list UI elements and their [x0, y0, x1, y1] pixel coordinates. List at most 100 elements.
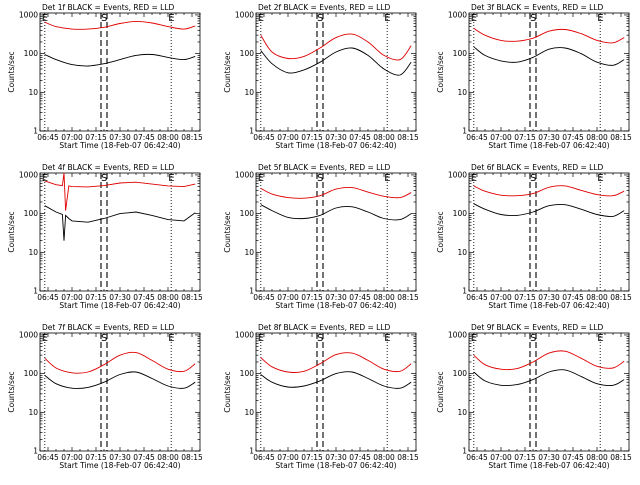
marker-label: E: [384, 13, 390, 24]
y-tick-label: 1000: [19, 170, 38, 179]
panel-det-8f: Det 8f BLACK = Events, RED = LLD 1 10 100 10…: [223, 323, 419, 470]
panel-title: Det 2f BLACK = Events, RED = LLD: [258, 3, 391, 12]
panel-det-1f: Det 1f BLACK = Events, RED = LLD 1 10 100 10…: [7, 3, 203, 150]
x-tick-label: 08:15: [181, 453, 203, 462]
plot-frame: [39, 12, 201, 132]
x-tick-label: 07:15: [85, 293, 107, 302]
series-line-events: [260, 204, 412, 221]
y-tick-label: 10: [28, 248, 38, 257]
x-tick-label: 08:15: [397, 453, 419, 462]
marker-label: E: [258, 333, 264, 344]
panel-title: Det 9f BLACK = Events, RED = LLD: [471, 323, 604, 332]
plot-frame: [468, 332, 630, 452]
series-line-lld: [260, 352, 412, 373]
y-tick-label: 1000: [235, 170, 254, 179]
y-tick-label: 1000: [448, 170, 467, 179]
x-tick-label: 08:00: [157, 293, 179, 302]
x-axis-label: Start Time (18-Feb-07 06:42:40): [488, 141, 609, 150]
series-line-lld: [260, 186, 412, 199]
marker-label: S: [101, 333, 107, 344]
series-line-lld: [260, 33, 412, 61]
y-tick-label: 100: [453, 369, 468, 378]
y-tick-label: 1: [33, 447, 38, 456]
x-tick-label: 07:45: [562, 133, 584, 142]
x-tick-label: 07:00: [277, 453, 299, 462]
x-tick-label: 07:45: [349, 133, 371, 142]
y-tick-label: 1000: [19, 330, 38, 339]
y-tick-label: 1000: [19, 10, 38, 19]
x-tick-label: 07:00: [277, 133, 299, 142]
x-axis-label: Start Time (18-Feb-07 06:42:40): [488, 461, 609, 470]
x-tick-label: 08:00: [157, 133, 179, 142]
panel-det-6f: Det 6f BLACK = Events, RED = LLD 1 10 100 10…: [436, 163, 632, 310]
x-tick-label: 07:30: [109, 453, 131, 462]
x-tick-label: 08:15: [181, 293, 203, 302]
marker-label: E: [384, 173, 390, 184]
plot-frame: [39, 332, 201, 452]
x-tick-label: 07:30: [325, 453, 347, 462]
x-tick-label: 06:45: [466, 293, 488, 302]
marker-label: E: [168, 173, 174, 184]
marker-label: S: [317, 173, 323, 184]
y-tick-label: 100: [24, 49, 39, 58]
panel-title: Det 8f BLACK = Events, RED = LLD: [258, 323, 391, 332]
marker-label: S: [317, 333, 323, 344]
y-tick-label: 100: [24, 209, 39, 218]
marker-label: E: [42, 173, 48, 184]
panel-title: Det 1f BLACK = Events, RED = LLD: [42, 3, 175, 12]
series-line-events: [473, 46, 625, 66]
y-tick-label: 10: [457, 408, 467, 417]
marker-label: E: [384, 333, 390, 344]
x-tick-label: 06:45: [37, 293, 59, 302]
x-axis-label: Start Time (18-Feb-07 06:42:40): [275, 301, 396, 310]
x-tick-label: 06:45: [253, 293, 275, 302]
x-tick-label: 07:00: [61, 293, 83, 302]
x-tick-label: 08:15: [610, 293, 632, 302]
x-axis-label: Start Time (18-Feb-07 06:42:40): [275, 461, 396, 470]
plot-frame: [255, 172, 417, 292]
series-line-lld: [44, 20, 196, 30]
series-line-events: [44, 53, 196, 67]
y-tick-label: 1: [33, 287, 38, 296]
y-tick-label: 1000: [448, 10, 467, 19]
y-axis-label: Counts/sec: [7, 371, 16, 412]
x-tick-label: 06:45: [466, 453, 488, 462]
x-tick-label: 06:45: [253, 453, 275, 462]
y-axis-label: Counts/sec: [223, 51, 232, 92]
x-axis-label: Start Time (18-Feb-07 06:42:40): [59, 301, 180, 310]
plot-frame: [39, 172, 201, 292]
x-tick-label: 07:30: [109, 293, 131, 302]
series-line-events: [44, 371, 196, 389]
x-tick-label: 06:45: [466, 133, 488, 142]
y-tick-label: 10: [244, 248, 254, 257]
x-tick-label: 07:15: [85, 453, 107, 462]
x-tick-label: 07:15: [301, 293, 323, 302]
marker-label: S: [101, 13, 107, 24]
x-tick-label: 07:15: [514, 293, 536, 302]
y-tick-label: 1: [462, 287, 467, 296]
y-axis-label: Counts/sec: [436, 211, 445, 252]
x-tick-label: 07:00: [61, 133, 83, 142]
plot-frame: [468, 12, 630, 132]
panel-title: Det 5f BLACK = Events, RED = LLD: [258, 163, 391, 172]
panel-title: Det 6f BLACK = Events, RED = LLD: [471, 163, 604, 172]
x-tick-label: 07:00: [490, 133, 512, 142]
marker-label: E: [168, 13, 174, 24]
marker-label: S: [101, 173, 107, 184]
y-tick-label: 10: [28, 408, 38, 417]
x-tick-label: 07:00: [277, 293, 299, 302]
marker-label: S: [530, 333, 536, 344]
marker-label: E: [471, 173, 477, 184]
marker-label: S: [317, 13, 323, 24]
y-tick-label: 100: [453, 209, 468, 218]
panel-det-7f: Det 7f BLACK = Events, RED = LLD 1 10 100 10…: [7, 323, 203, 470]
x-tick-label: 08:00: [373, 133, 395, 142]
marker-label: E: [42, 333, 48, 344]
y-tick-label: 10: [244, 408, 254, 417]
marker-label: E: [471, 333, 477, 344]
series-line-events: [44, 205, 196, 241]
x-tick-label: 07:30: [325, 293, 347, 302]
x-tick-label: 07:15: [301, 453, 323, 462]
series-line-lld: [473, 28, 625, 44]
